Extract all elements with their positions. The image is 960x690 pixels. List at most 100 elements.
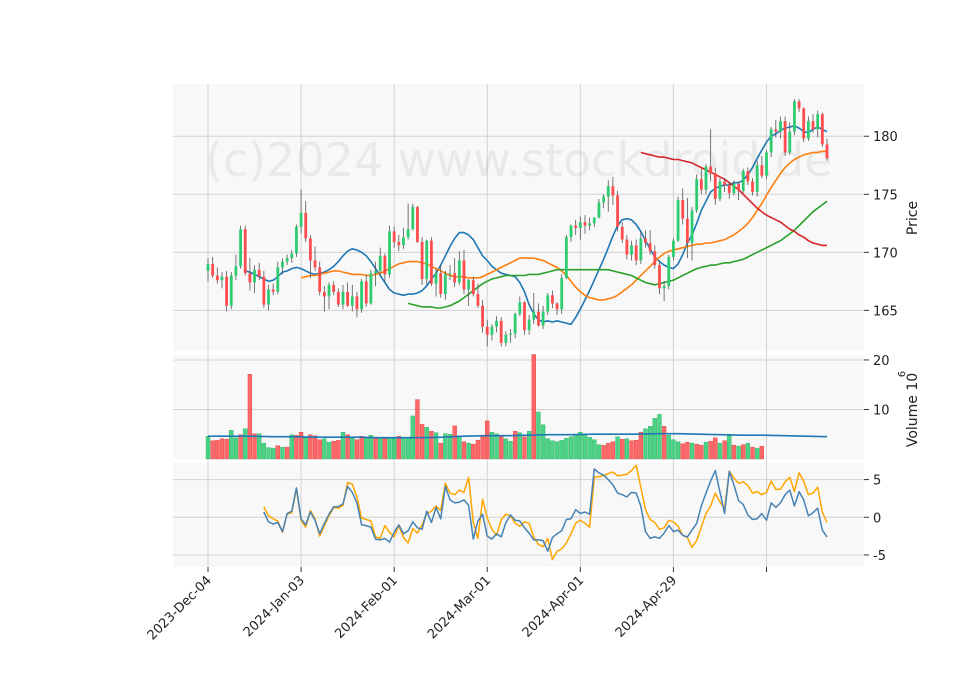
volume-bar (452, 425, 457, 460)
candle-body (676, 200, 680, 241)
candle-body (709, 166, 713, 174)
candle-body (578, 222, 582, 228)
candle-body (765, 152, 768, 176)
candle-body (751, 181, 754, 192)
volume-bar (601, 444, 606, 460)
candle-body (699, 179, 703, 190)
volume-bar (284, 446, 290, 460)
candle-body (723, 181, 727, 185)
candle-body (825, 144, 829, 159)
volume-ytick-label: 10 (873, 403, 890, 418)
candle-body (616, 195, 619, 227)
candle-body (541, 311, 545, 326)
volume-bar (517, 432, 522, 460)
candle-body (392, 231, 396, 242)
candle-body (285, 258, 289, 262)
candle-body (820, 114, 824, 145)
candle-body (281, 261, 284, 268)
volume-bar (405, 438, 411, 460)
volume-bar (540, 424, 546, 460)
volume-bar (731, 444, 737, 460)
volume-bar (610, 441, 616, 460)
volume-bar (643, 428, 648, 460)
volume-bar (755, 447, 760, 460)
candle-body (271, 289, 275, 292)
candle-body (620, 226, 624, 240)
candle-body (276, 267, 280, 292)
candle-body (402, 237, 405, 246)
candle-body (490, 326, 494, 335)
volume-bar (387, 437, 392, 460)
candle-body (220, 276, 224, 281)
candle-body (555, 303, 559, 310)
volume-bar (499, 436, 504, 460)
volume-bar (303, 437, 308, 460)
candle-body (262, 276, 266, 305)
candle-body (504, 334, 508, 343)
volume-bar (657, 414, 662, 460)
volume-bar (243, 428, 248, 460)
candle-body (811, 121, 815, 130)
candle-body (588, 223, 592, 226)
volume-bar (261, 442, 267, 460)
volume-bar (750, 446, 755, 460)
volume-bar (396, 436, 401, 460)
candle-body (518, 302, 522, 314)
volume-bar (424, 427, 429, 460)
volume-bar (457, 435, 462, 460)
candle-body (695, 179, 699, 211)
candle-body (532, 311, 536, 320)
volume-bar (634, 439, 639, 460)
candle-body (481, 305, 484, 327)
candle-body (253, 269, 256, 283)
candle-body (425, 240, 429, 280)
volume-bar (219, 438, 225, 460)
osc-ytick-label: -5 (873, 549, 886, 564)
osc-ytick-label: 5 (873, 474, 881, 489)
candle-body (257, 269, 261, 277)
candle-body (537, 311, 540, 326)
candle-body (746, 171, 750, 182)
candle-body (397, 241, 401, 246)
volume-bars (205, 354, 828, 460)
volume-bar (336, 439, 341, 460)
candle-body (774, 129, 778, 132)
x-tick-label: 2024-Apr-29 (613, 573, 680, 640)
x-tick-label: 2024-Jan-03 (241, 573, 308, 640)
candle-body (416, 207, 419, 242)
candle-body (634, 245, 638, 261)
volume-bar (745, 442, 751, 460)
volume-bar (494, 433, 499, 460)
volume-bar (489, 432, 495, 460)
price-ytick-label: 175 (873, 188, 898, 203)
candle-body (369, 273, 373, 304)
volume-bar (373, 437, 378, 460)
volume-bar (312, 435, 318, 460)
candle-body (630, 245, 633, 255)
candle-body (225, 276, 229, 306)
candle-body (546, 295, 550, 312)
candle-body (611, 186, 615, 196)
volume-bar (675, 441, 681, 460)
volume-bar (466, 442, 471, 460)
candle-body (467, 280, 471, 290)
volume-bar (708, 440, 713, 460)
candle-body (732, 183, 736, 194)
volume-bar (238, 434, 243, 460)
candle-body (658, 265, 661, 289)
price-ytick-label: 165 (873, 304, 898, 319)
osc-ytick-label: 0 (873, 511, 881, 526)
candle-body (308, 238, 312, 261)
volume-bar (438, 442, 443, 460)
volume-bar (275, 445, 280, 460)
price-ma-line-1 (245, 125, 828, 326)
candle-body (718, 181, 722, 199)
candle-body (806, 121, 810, 139)
volume-bar (340, 432, 346, 460)
candle-body (388, 231, 391, 275)
volume-ma-line (208, 432, 828, 439)
volume-bar (592, 439, 597, 460)
candle-body (434, 273, 438, 284)
candle-body (495, 320, 498, 327)
volume-bar (252, 433, 257, 460)
